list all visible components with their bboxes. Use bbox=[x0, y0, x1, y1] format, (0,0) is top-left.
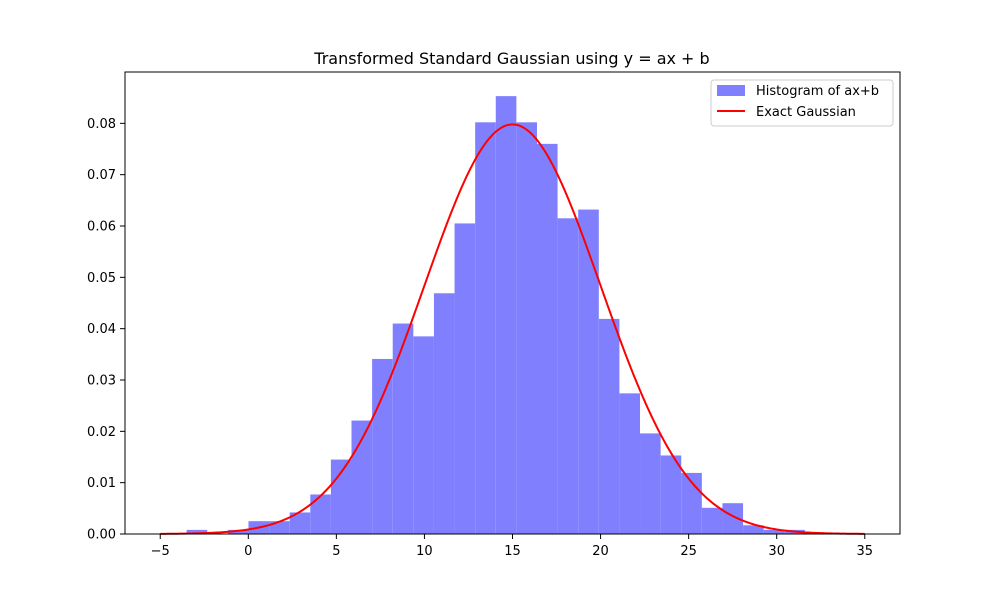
histogram-bar bbox=[516, 122, 537, 534]
legend-histogram-label: Histogram of ax+b bbox=[756, 84, 879, 99]
histogram-bar bbox=[743, 525, 764, 534]
x-tick-label: −5 bbox=[151, 544, 170, 559]
histogram-bar bbox=[536, 143, 558, 534]
legend-curve-label: Exact Gaussian bbox=[756, 105, 856, 120]
gaussian-curve-group bbox=[160, 123, 865, 535]
histogram-bar bbox=[475, 122, 496, 534]
histogram-bars bbox=[186, 96, 805, 535]
x-tick-label: 30 bbox=[768, 544, 785, 559]
histogram-bar bbox=[763, 529, 785, 534]
histogram-bar bbox=[557, 218, 579, 535]
histogram-bar bbox=[392, 323, 414, 534]
histogram-bar bbox=[660, 455, 682, 534]
y-tick-label: 0.00 bbox=[87, 528, 116, 543]
y-tick-label: 0.05 bbox=[87, 271, 116, 286]
histogram-bar bbox=[227, 529, 249, 534]
legend-box bbox=[710, 79, 894, 127]
y-tick-label: 0.03 bbox=[87, 374, 116, 389]
gaussian-curve bbox=[160, 123, 865, 535]
y-tick-label: 0.01 bbox=[87, 476, 116, 491]
histogram-bar bbox=[619, 393, 641, 534]
y-tick-label: 0.06 bbox=[87, 220, 116, 235]
histogram-bar bbox=[413, 336, 434, 534]
y-tick-label: 0.07 bbox=[87, 168, 116, 183]
y-tick-label: 0.02 bbox=[87, 425, 116, 440]
x-tick-label: 35 bbox=[856, 544, 873, 559]
histogram-bar bbox=[578, 209, 599, 534]
x-tick-label: 5 bbox=[332, 544, 340, 559]
histogram-bar bbox=[186, 529, 208, 534]
histogram-bar bbox=[433, 293, 455, 534]
x-tick-label: 0 bbox=[244, 544, 252, 559]
histogram-bar bbox=[372, 358, 393, 534]
y-tick-label: 0.08 bbox=[87, 117, 116, 132]
x-axis: −5 0 5 10 15 20 25 30 35 bbox=[151, 534, 873, 559]
histogram-bar bbox=[701, 507, 723, 534]
y-axis: 0.00 0.01 0.02 0.03 0.04 0.05 0.06 0.07 0.08 bbox=[87, 117, 125, 543]
x-tick-label: 25 bbox=[680, 544, 697, 559]
legend-histogram-swatch bbox=[717, 85, 745, 96]
histogram-bar bbox=[454, 223, 476, 534]
legend: Histogram of ax+b Exact Gaussian bbox=[710, 79, 894, 127]
x-tick-label: 15 bbox=[504, 544, 521, 559]
histogram-bar bbox=[640, 433, 661, 534]
x-tick-label: 10 bbox=[416, 544, 433, 559]
x-tick-label: 20 bbox=[592, 544, 609, 559]
histogram-bar bbox=[495, 96, 517, 534]
histogram-bar bbox=[310, 494, 331, 534]
histogram-bar bbox=[598, 318, 620, 534]
chart-title: Transformed Standard Gaussian using y = … bbox=[313, 49, 709, 68]
y-tick-label: 0.04 bbox=[87, 322, 116, 337]
histogram-bar bbox=[289, 512, 311, 534]
histogram-bar bbox=[722, 503, 744, 534]
